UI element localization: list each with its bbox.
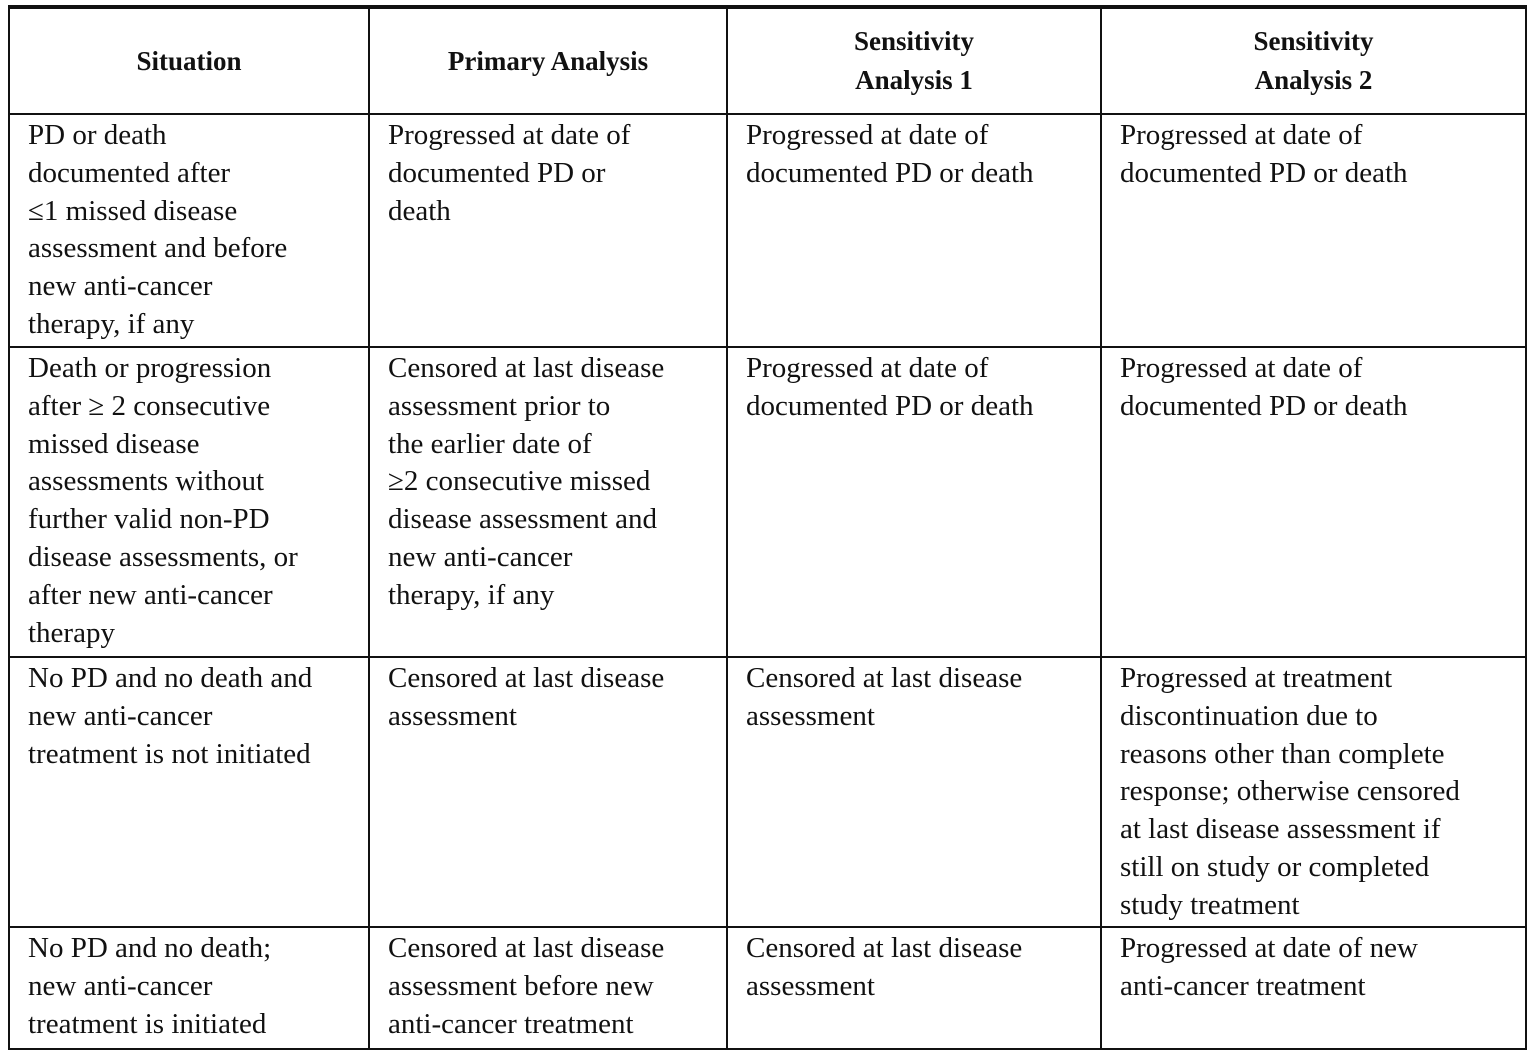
table-row: No PD and no death and new anti-cancer t… (8, 656, 1527, 928)
header-sensitivity-analysis-2: Sensitivity Analysis 2 (1100, 5, 1527, 115)
censoring-rules-table: Situation Primary Analysis Sensitivity A… (8, 5, 1527, 1050)
header-sensitivity-analysis-1: Sensitivity Analysis 1 (726, 5, 1102, 115)
cell-primary: Censored at last disease assessment prio… (368, 346, 728, 658)
cell-primary: Censored at last disease assessment (368, 656, 728, 928)
cell-sensitivity-1: Censored at last disease assessment (726, 926, 1102, 1050)
table-row: Death or progression after ≥ 2 consecuti… (8, 346, 1527, 658)
table-row: No PD and no death; new anti-cancer trea… (8, 926, 1527, 1050)
cell-sensitivity-1: Progressed at date of documented PD or d… (726, 346, 1102, 658)
header-primary-analysis: Primary Analysis (368, 5, 728, 115)
cell-sensitivity-2: Progressed at date of documented PD or d… (1100, 346, 1527, 658)
table-row: PD or death documented after ≤1 missed d… (8, 113, 1527, 348)
cell-situation: No PD and no death; new anti-cancer trea… (8, 926, 370, 1050)
cell-sensitivity-2: Progressed at treatment discontinuation … (1100, 656, 1527, 928)
cell-sensitivity-2: Progressed at date of new anti-cancer tr… (1100, 926, 1527, 1050)
cell-situation: No PD and no death and new anti-cancer t… (8, 656, 370, 928)
cell-situation: Death or progression after ≥ 2 consecuti… (8, 346, 370, 658)
cell-primary: Progressed at date of documented PD or d… (368, 113, 728, 348)
cell-sensitivity-1: Progressed at date of documented PD or d… (726, 113, 1102, 348)
cell-sensitivity-1: Censored at last disease assessment (726, 656, 1102, 928)
header-row: Situation Primary Analysis Sensitivity A… (8, 5, 1527, 115)
cell-primary: Censored at last disease assessment befo… (368, 926, 728, 1050)
cell-situation: PD or death documented after ≤1 missed d… (8, 113, 370, 348)
cell-sensitivity-2: Progressed at date of documented PD or d… (1100, 113, 1527, 348)
header-situation: Situation (8, 5, 370, 115)
